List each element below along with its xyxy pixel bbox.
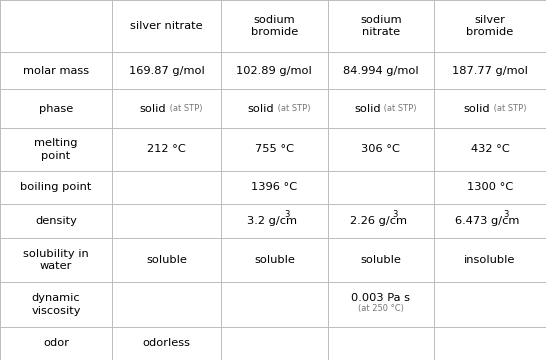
Text: silver
bromide: silver bromide — [466, 15, 514, 37]
Text: 755 °C: 755 °C — [255, 144, 294, 154]
Text: sodium
bromide: sodium bromide — [251, 15, 298, 37]
Text: (at STP): (at STP) — [490, 104, 526, 113]
Text: (at STP): (at STP) — [167, 104, 203, 113]
Text: 1396 °C: 1396 °C — [251, 183, 298, 193]
Text: 212 °C: 212 °C — [147, 144, 186, 154]
Text: 1300 °C: 1300 °C — [467, 183, 513, 193]
Text: density: density — [35, 216, 77, 226]
Text: (at STP): (at STP) — [381, 104, 417, 113]
Text: 169.87 g/mol: 169.87 g/mol — [129, 66, 204, 76]
Text: odor: odor — [43, 338, 69, 348]
Text: sodium
nitrate: sodium nitrate — [360, 15, 402, 37]
Text: (at 250 °C): (at 250 °C) — [358, 304, 404, 313]
Text: 2.26 g/cm: 2.26 g/cm — [349, 216, 407, 226]
Text: 3: 3 — [285, 210, 290, 219]
Text: solid: solid — [140, 104, 167, 113]
Text: 3: 3 — [503, 210, 509, 219]
Text: silver nitrate: silver nitrate — [130, 21, 203, 31]
Text: soluble: soluble — [146, 255, 187, 265]
Text: 84.994 g/mol: 84.994 g/mol — [343, 66, 419, 76]
Text: 187.77 g/mol: 187.77 g/mol — [452, 66, 528, 76]
Text: solid: solid — [464, 104, 490, 113]
Text: 0.003 Pa s: 0.003 Pa s — [351, 293, 411, 303]
Text: insoluble: insoluble — [464, 255, 516, 265]
Text: soluble: soluble — [254, 255, 295, 265]
Text: 102.89 g/mol: 102.89 g/mol — [236, 66, 312, 76]
Text: (at STP): (at STP) — [275, 104, 311, 113]
Text: soluble: soluble — [360, 255, 401, 265]
Text: boiling point: boiling point — [20, 183, 92, 193]
Text: 3: 3 — [393, 210, 398, 219]
Text: solid: solid — [248, 104, 274, 113]
Text: solubility in
water: solubility in water — [23, 249, 89, 271]
Text: solid: solid — [354, 104, 381, 113]
Text: molar mass: molar mass — [23, 66, 89, 76]
Text: 432 °C: 432 °C — [471, 144, 509, 154]
Text: 306 °C: 306 °C — [361, 144, 400, 154]
Text: 3.2 g/cm: 3.2 g/cm — [247, 216, 296, 226]
Text: odorless: odorless — [143, 338, 191, 348]
Text: 6.473 g/cm: 6.473 g/cm — [455, 216, 519, 226]
Text: phase: phase — [39, 104, 73, 113]
Text: dynamic
viscosity: dynamic viscosity — [31, 293, 81, 315]
Text: melting
point: melting point — [34, 138, 78, 161]
